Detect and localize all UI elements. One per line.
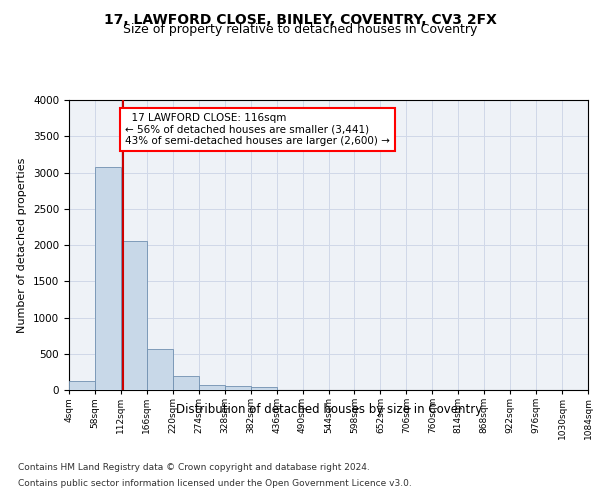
Text: 17, LAWFORD CLOSE, BINLEY, COVENTRY, CV3 2FX: 17, LAWFORD CLOSE, BINLEY, COVENTRY, CV3…: [104, 12, 496, 26]
Bar: [147, 350, 173, 390]
Bar: [121, 240, 147, 390]
Text: Size of property relative to detached houses in Coventry: Size of property relative to detached ho…: [123, 24, 477, 36]
Text: Contains HM Land Registry data © Crown copyright and database right 2024.: Contains HM Land Registry data © Crown c…: [18, 464, 370, 472]
Text: Distribution of detached houses by size in Coventry: Distribution of detached houses by size …: [176, 402, 482, 415]
Y-axis label: Number of detached properties: Number of detached properties: [17, 158, 28, 332]
Bar: [251, 387, 277, 390]
Bar: [69, 382, 95, 390]
Text: Contains public sector information licensed under the Open Government Licence v3: Contains public sector information licen…: [18, 478, 412, 488]
Bar: [225, 386, 251, 390]
Bar: [95, 168, 121, 390]
Bar: [173, 376, 199, 390]
Bar: [199, 384, 224, 390]
Text: 17 LAWFORD CLOSE: 116sqm
← 56% of detached houses are smaller (3,441)
43% of sem: 17 LAWFORD CLOSE: 116sqm ← 56% of detach…: [125, 113, 389, 146]
